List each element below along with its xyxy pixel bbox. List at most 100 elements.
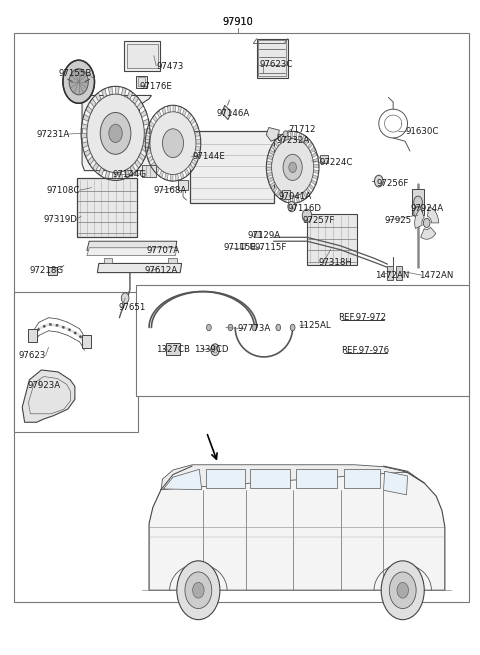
Text: 1125AL: 1125AL: [298, 321, 331, 330]
Circle shape: [252, 324, 257, 331]
Polygon shape: [296, 195, 300, 203]
Polygon shape: [195, 132, 200, 137]
Circle shape: [374, 175, 383, 187]
Text: 97319D: 97319D: [44, 215, 77, 224]
Circle shape: [290, 324, 295, 331]
Circle shape: [276, 324, 281, 331]
Polygon shape: [293, 196, 295, 203]
Polygon shape: [22, 370, 75, 422]
Polygon shape: [312, 152, 317, 158]
Polygon shape: [144, 138, 150, 143]
Polygon shape: [184, 168, 189, 176]
Polygon shape: [152, 115, 157, 122]
Text: 1327CB: 1327CB: [156, 345, 190, 354]
Text: 97218G: 97218G: [30, 266, 64, 275]
Text: 97129A: 97129A: [247, 231, 280, 240]
Polygon shape: [178, 106, 181, 113]
Polygon shape: [162, 107, 166, 115]
Bar: [48, 267, 57, 274]
Circle shape: [69, 69, 88, 95]
Circle shape: [302, 209, 312, 222]
Polygon shape: [267, 172, 272, 177]
Text: 97256F: 97256F: [377, 179, 409, 188]
Polygon shape: [270, 181, 276, 188]
Bar: [396, 266, 402, 280]
Text: 71712: 71712: [288, 125, 316, 134]
Polygon shape: [105, 171, 109, 179]
Circle shape: [150, 112, 196, 174]
Polygon shape: [145, 136, 151, 140]
Text: 97910: 97910: [222, 17, 253, 28]
Polygon shape: [93, 162, 99, 172]
Polygon shape: [273, 186, 278, 193]
Circle shape: [63, 60, 95, 103]
Bar: [307, 214, 357, 265]
Polygon shape: [282, 134, 286, 141]
Polygon shape: [144, 128, 150, 134]
Text: 97257F: 97257F: [303, 215, 335, 225]
Circle shape: [87, 94, 144, 173]
Polygon shape: [195, 147, 201, 151]
Bar: [77, 178, 137, 237]
Text: 97651: 97651: [119, 303, 146, 312]
Text: 97115E: 97115E: [224, 243, 256, 252]
Polygon shape: [290, 132, 293, 139]
Bar: [240, 242, 245, 248]
Polygon shape: [82, 96, 156, 171]
Bar: [297, 469, 337, 488]
Polygon shape: [182, 109, 187, 116]
Circle shape: [414, 196, 422, 208]
Circle shape: [288, 201, 296, 212]
Polygon shape: [428, 207, 439, 223]
Circle shape: [121, 293, 129, 303]
Bar: [250, 242, 254, 248]
Circle shape: [289, 162, 297, 173]
Polygon shape: [98, 167, 104, 176]
Text: 97923A: 97923A: [27, 381, 60, 390]
Polygon shape: [141, 110, 147, 117]
Circle shape: [177, 561, 220, 620]
Polygon shape: [194, 153, 199, 159]
Polygon shape: [384, 472, 408, 495]
Polygon shape: [286, 132, 289, 140]
Polygon shape: [308, 142, 313, 149]
Text: 97318H: 97318H: [319, 257, 353, 267]
Polygon shape: [96, 92, 101, 102]
Polygon shape: [312, 175, 318, 179]
Text: REF.97-972: REF.97-972: [338, 312, 386, 322]
Polygon shape: [190, 118, 195, 124]
Circle shape: [206, 324, 211, 331]
Text: 97623C: 97623C: [259, 60, 293, 69]
Polygon shape: [155, 166, 159, 174]
Circle shape: [109, 124, 122, 143]
Polygon shape: [156, 110, 161, 118]
Polygon shape: [305, 138, 310, 145]
Text: 97144E: 97144E: [192, 152, 225, 160]
Polygon shape: [279, 193, 284, 200]
Polygon shape: [121, 87, 126, 96]
Polygon shape: [276, 189, 281, 196]
Polygon shape: [310, 147, 315, 153]
Bar: [14, 291, 138, 432]
Polygon shape: [295, 132, 297, 139]
Text: 97176E: 97176E: [140, 83, 173, 92]
Polygon shape: [284, 195, 287, 202]
Polygon shape: [90, 98, 96, 107]
Text: 97116D: 97116D: [288, 204, 322, 213]
Text: 97155B: 97155B: [58, 69, 92, 79]
Polygon shape: [148, 156, 153, 162]
Circle shape: [100, 113, 131, 155]
Polygon shape: [151, 162, 156, 168]
Circle shape: [283, 155, 302, 180]
Polygon shape: [146, 150, 151, 155]
Polygon shape: [274, 140, 279, 147]
Circle shape: [423, 218, 430, 227]
Bar: [28, 329, 37, 342]
Circle shape: [414, 206, 422, 218]
Text: 97707A: 97707A: [147, 246, 180, 255]
Bar: [321, 155, 327, 163]
Bar: [190, 132, 274, 203]
Polygon shape: [311, 179, 316, 185]
Bar: [166, 343, 180, 355]
Circle shape: [192, 582, 204, 598]
